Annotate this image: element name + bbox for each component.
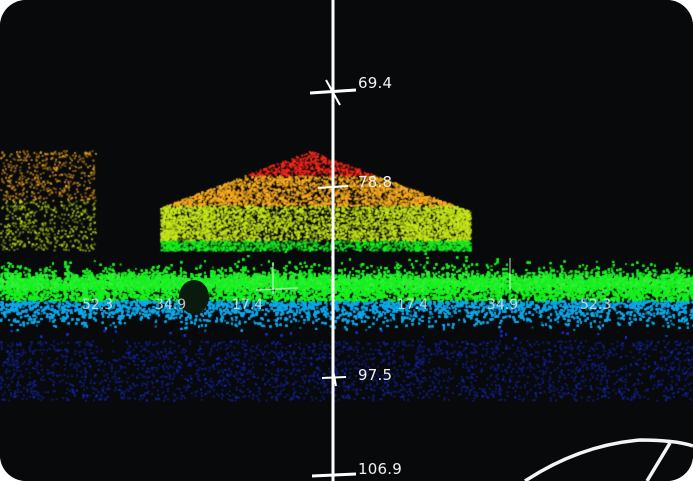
depth-tick-mark bbox=[321, 369, 347, 387]
depth-tick-mark bbox=[309, 79, 357, 106]
depth-label-69-4: 69.4 bbox=[358, 74, 393, 92]
range-label-right-17-4: 17.4 bbox=[397, 297, 429, 313]
depth-label-78-8: 78.8 bbox=[358, 173, 393, 191]
range-grid-line bbox=[255, 258, 511, 294]
target-blob bbox=[179, 280, 209, 314]
compass-arc-icon bbox=[524, 438, 693, 481]
depth-tick-mark bbox=[317, 185, 349, 189]
range-label-left-34-9: 34.9 bbox=[155, 297, 187, 313]
depth-label-106-9: 106.9 bbox=[358, 460, 402, 478]
depth-tick-mark bbox=[311, 472, 357, 478]
range-label-left-17-4: 17.4 bbox=[232, 297, 264, 313]
range-label-right-34-9: 34.9 bbox=[487, 297, 519, 313]
range-label-left-52-3: 52.3 bbox=[82, 297, 114, 313]
range-label-right-52-3: 52.3 bbox=[580, 297, 612, 313]
depth-label-97-5: 97.5 bbox=[358, 366, 393, 384]
